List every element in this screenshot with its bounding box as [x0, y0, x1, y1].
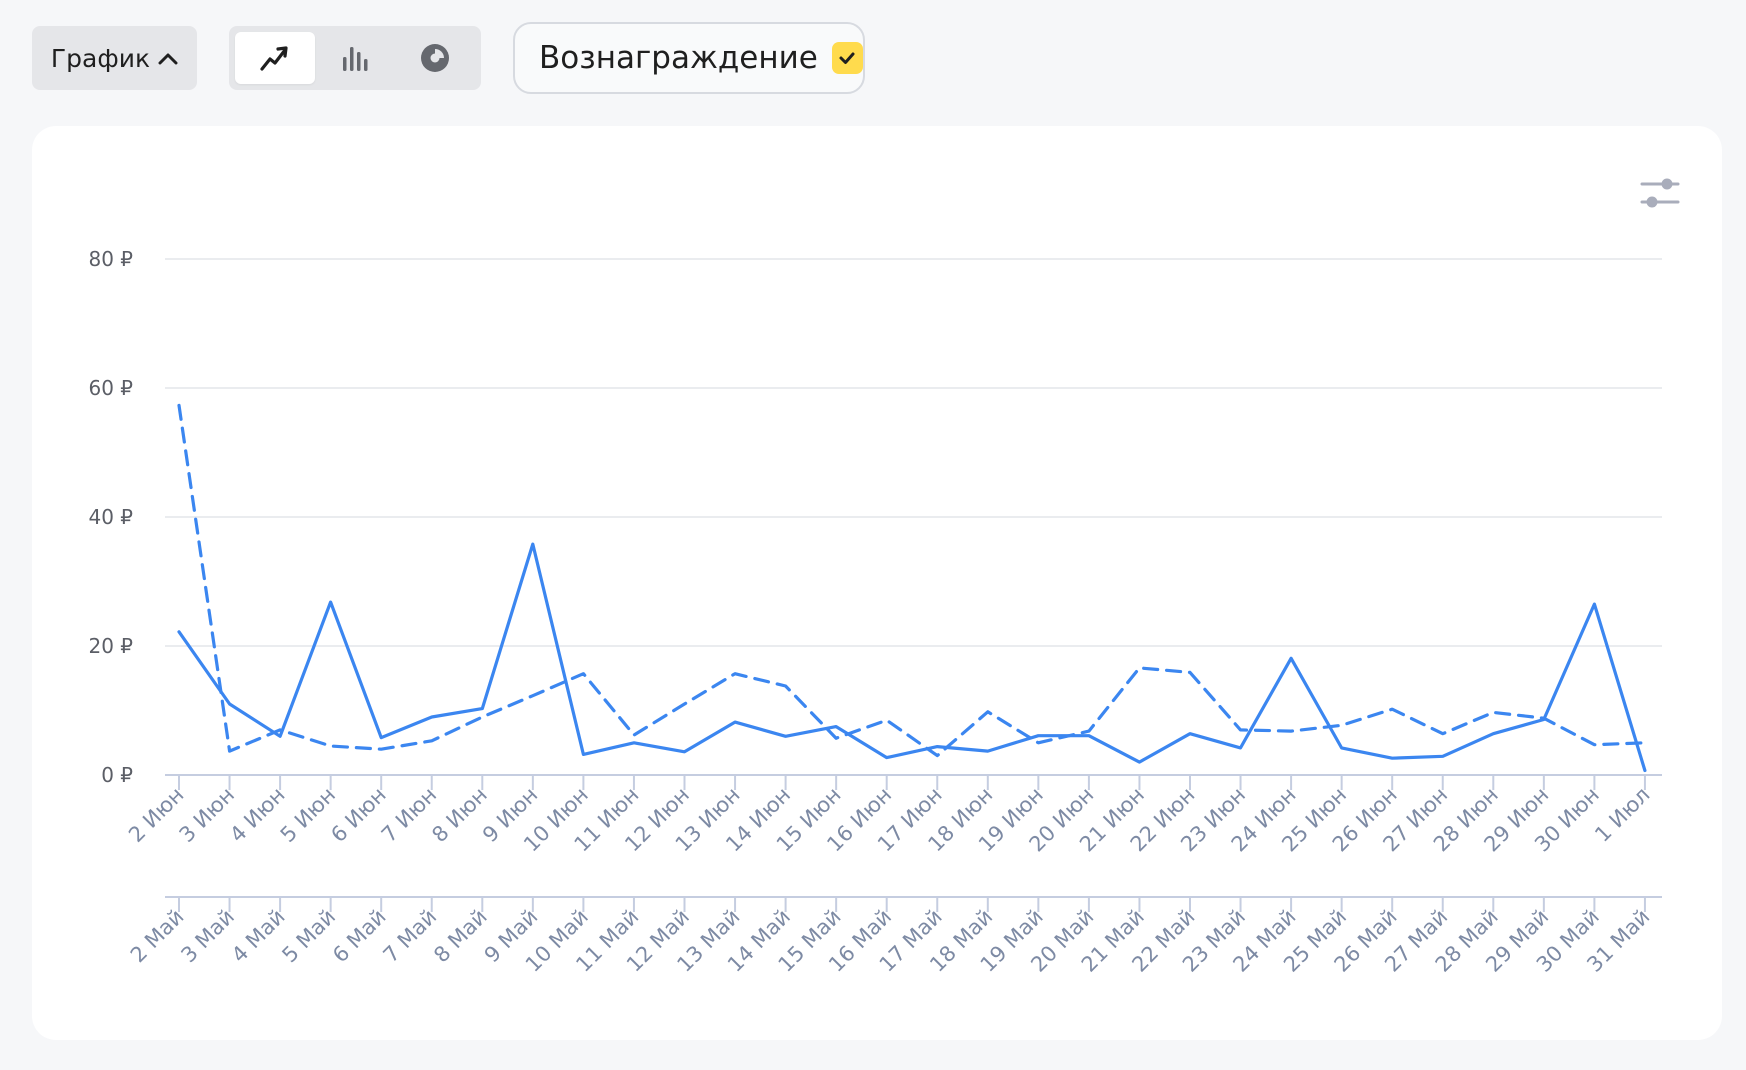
x2-tick-label: 6 Май	[328, 905, 391, 968]
x-tick-label: 3 Июн	[175, 783, 239, 847]
series-line-previous	[177, 403, 1647, 758]
bar-chart-icon	[343, 47, 368, 71]
chevron-up-icon	[158, 53, 178, 65]
y-tick-label: 40 ₽	[88, 505, 133, 529]
pie-chart-icon	[421, 44, 449, 72]
metric-chip[interactable]: Вознаграждение	[513, 22, 865, 94]
x-tick-label: 8 Июн	[427, 783, 491, 847]
pie-chart-button[interactable]	[395, 32, 475, 84]
graph-toggle-button[interactable]: График	[32, 26, 197, 90]
x-tick-label: 5 Июн	[276, 783, 340, 847]
chart-card	[32, 126, 1722, 1040]
x2-tick-label: 8 Май	[429, 905, 492, 968]
x2-tick-label: 4 Май	[227, 905, 290, 968]
line-chart-icon	[260, 46, 288, 71]
x2-tick-label: 2 Май	[126, 905, 189, 968]
y-axis: 0 ₽ 20 ₽ 40 ₽ 60 ₽ 80 ₽	[88, 247, 133, 787]
x-tick-label: 1 Июл	[1590, 783, 1654, 847]
y-tick-label: 80 ₽	[88, 247, 133, 271]
chart-grid	[165, 258, 1662, 776]
check-icon	[839, 52, 855, 64]
x-tick-label: 7 Июн	[377, 783, 441, 847]
bar-chart-button[interactable]	[315, 32, 395, 84]
series-line-current	[177, 542, 1647, 773]
chart-type-switcher	[229, 26, 481, 90]
x2-tick-label: 5 Май	[277, 905, 340, 968]
metric-label: Вознаграждение	[539, 40, 818, 76]
x-tick-label: 2 Июн	[124, 783, 188, 847]
x-tick-label: 6 Июн	[326, 783, 390, 847]
x2-tick-label: 3 Май	[176, 905, 239, 968]
settings-sliders-icon[interactable]	[1638, 172, 1682, 212]
y-tick-label: 60 ₽	[88, 376, 133, 400]
graph-toggle-label: График	[50, 43, 151, 73]
checkbox-checked[interactable]	[831, 42, 863, 74]
chart-series	[177, 403, 1647, 773]
y-tick-label: 0 ₽	[101, 763, 133, 787]
x2-tick-label: 7 Май	[379, 905, 442, 968]
line-chart-button[interactable]	[235, 32, 315, 84]
x-tick-label: 4 Июн	[225, 783, 289, 847]
y-tick-label: 20 ₽	[88, 634, 133, 658]
